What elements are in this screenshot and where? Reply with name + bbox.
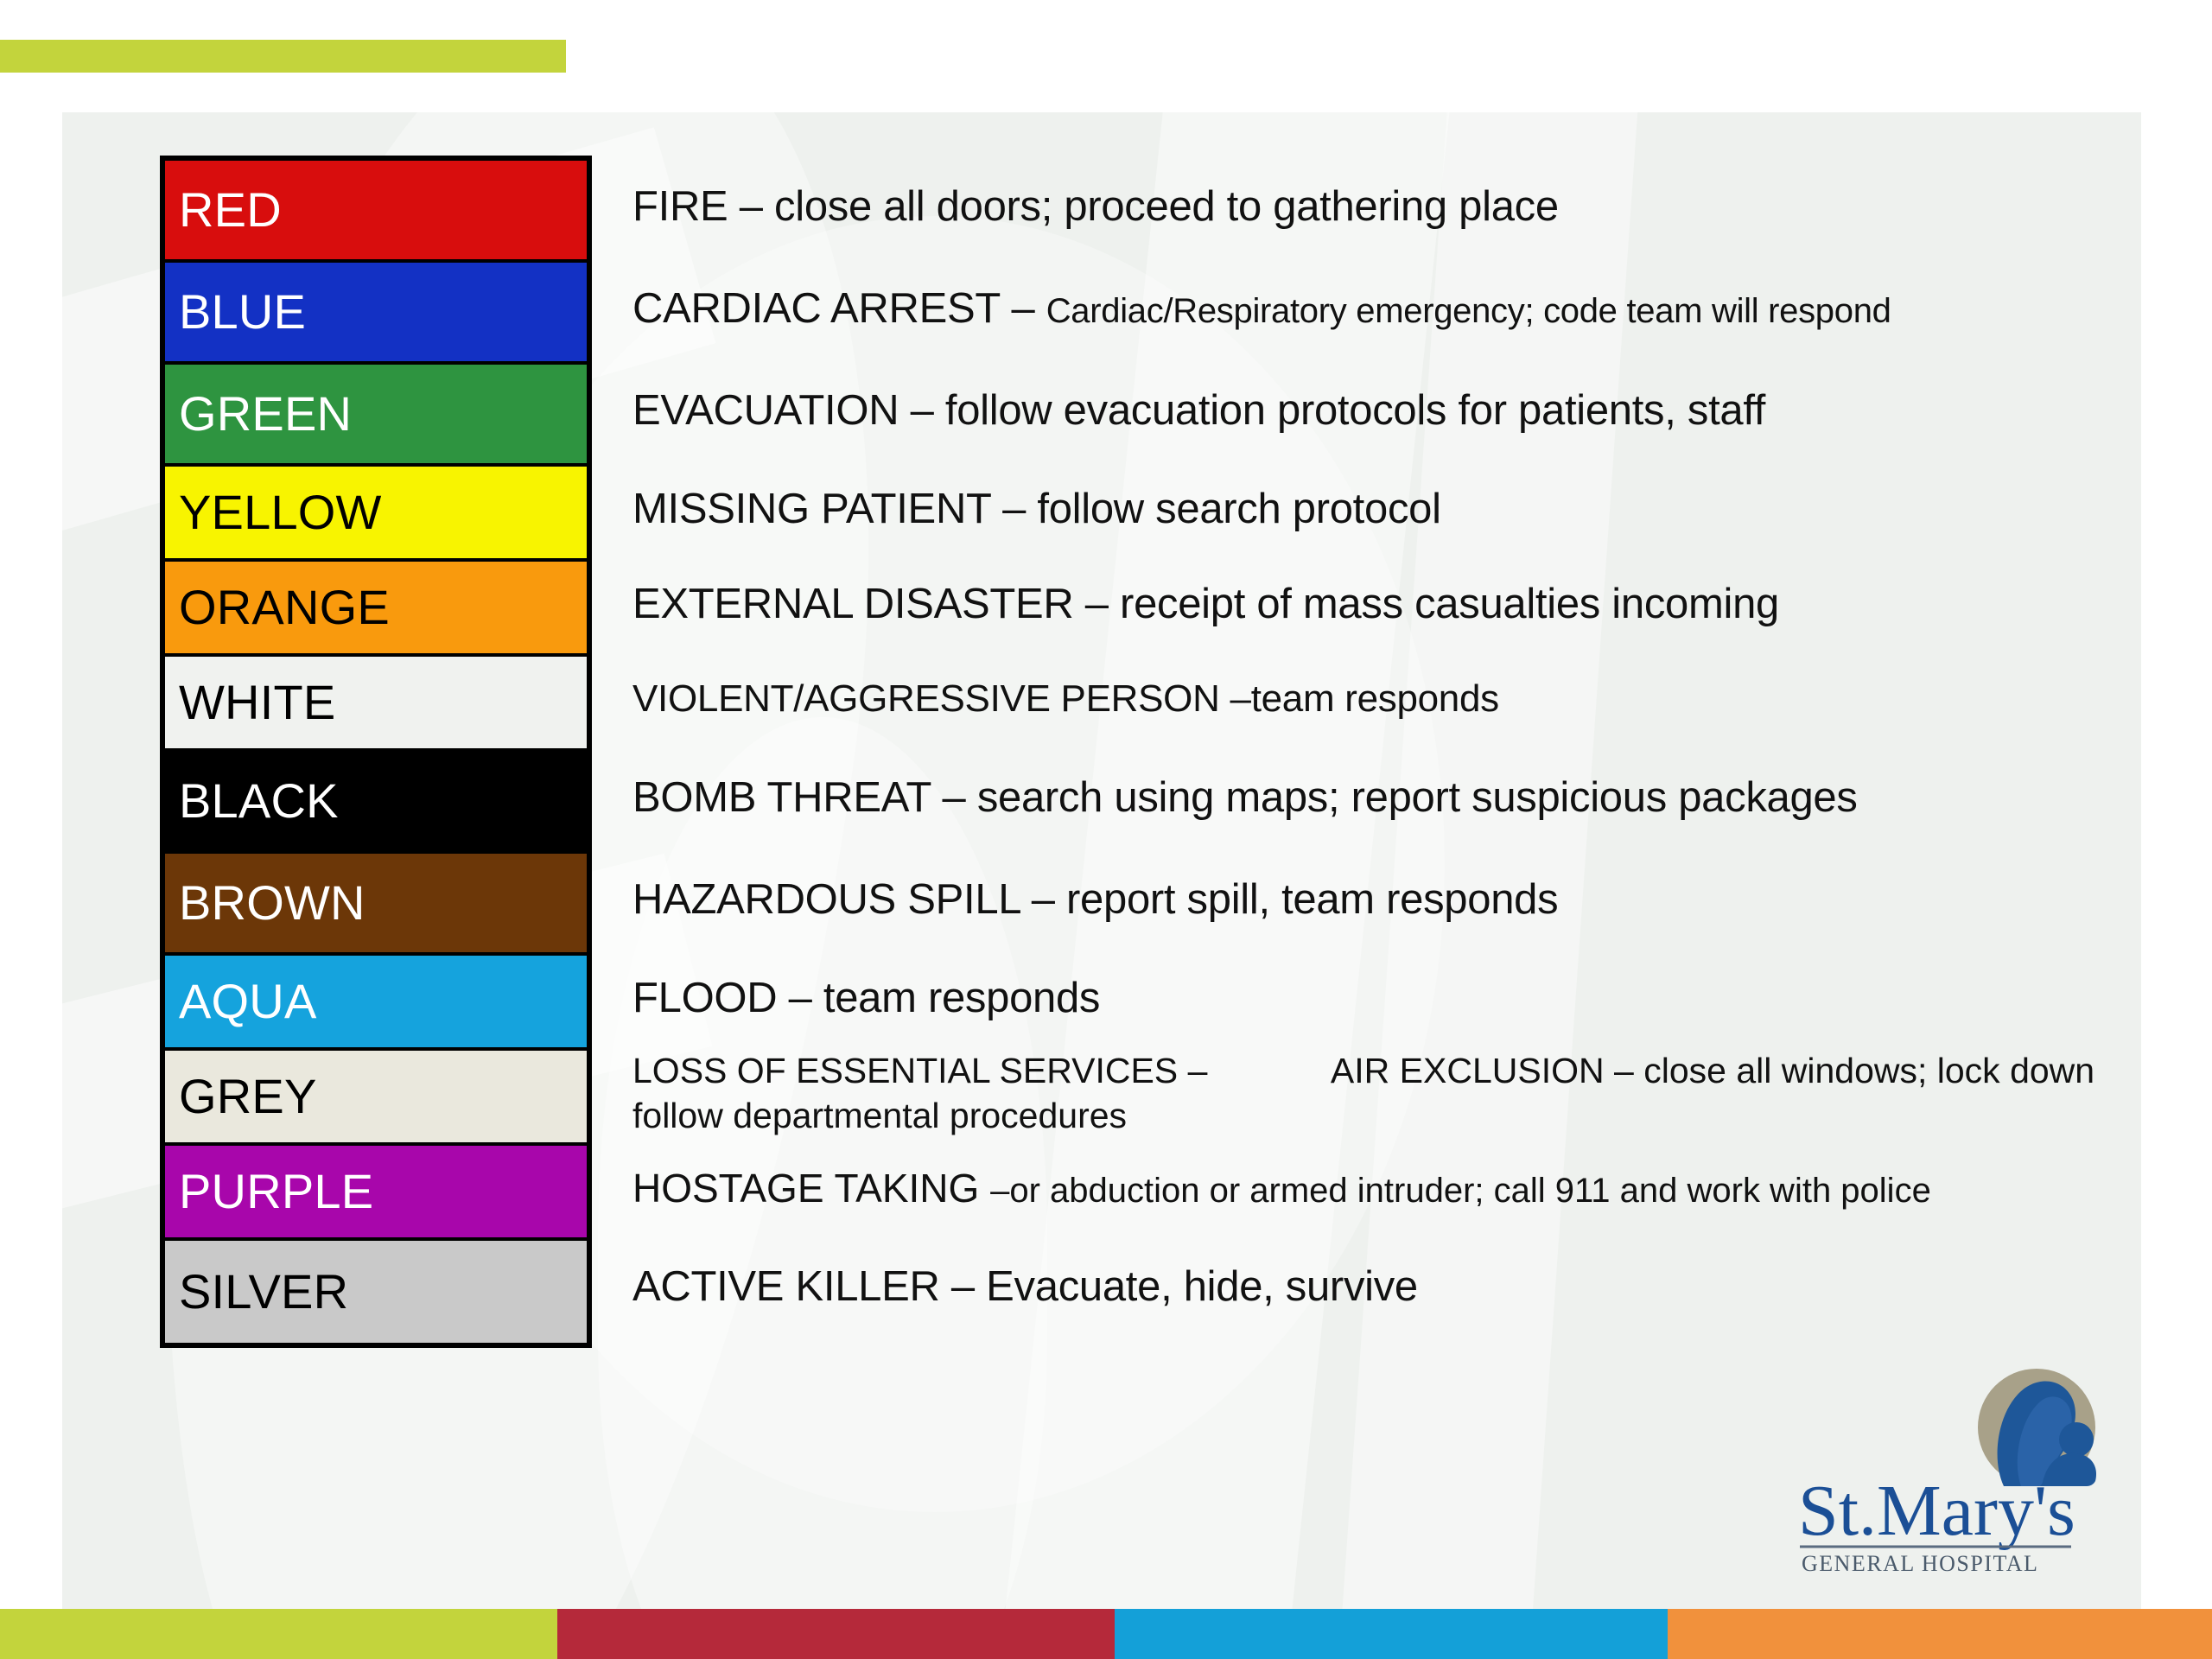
bottom-bar-blue-segment	[1115, 1609, 1668, 1659]
code-description-black: BOMB THREAT – search using maps; report …	[632, 747, 2101, 849]
code-dash: –	[910, 387, 934, 434]
bottom-bar-red-segment	[557, 1609, 1115, 1659]
code-description-list: FIRE – close all doors; proceed to gathe…	[632, 156, 2101, 1338]
code-swatch-label: RED	[179, 182, 282, 237]
code-swatch-grey: GREY	[165, 1051, 587, 1146]
code-detail-primary: LOSS OF ESSENTIAL SERVICES – follow depar…	[632, 1048, 1289, 1139]
code-swatch-green: GREEN	[165, 365, 587, 467]
code-event-name: MISSING PATIENT	[632, 486, 991, 532]
code-dash: –	[1002, 486, 1027, 532]
logo-emblem-icon	[1978, 1369, 2097, 1486]
code-detail-text: Cardiac/Respiratory emergency; code team…	[1046, 292, 1891, 330]
logo-subtitle: GENERAL HOSPITAL	[1802, 1551, 2038, 1576]
code-dash: –	[1011, 285, 1035, 332]
code-event-name: VIOLENT/AGGRESSIVE PERSON	[632, 677, 1220, 720]
code-dash: –	[788, 975, 812, 1021]
code-detail-text-secondary: close all windows; lock down	[1643, 1050, 2095, 1090]
code-description-yellow: MISSING PATIENT – follow search protocol	[632, 461, 2101, 556]
bottom-bar-green-segment	[0, 1609, 557, 1659]
code-swatch-aqua: AQUA	[165, 956, 587, 1051]
code-swatch-silver: SILVER	[165, 1241, 587, 1343]
code-swatch-orange: ORANGE	[165, 562, 587, 657]
code-dash: –	[950, 1263, 975, 1310]
code-swatch-label: GREY	[179, 1069, 317, 1123]
code-swatch-label: SILVER	[179, 1264, 349, 1319]
code-detail-text: search using maps; report suspicious pac…	[976, 774, 1858, 821]
code-detail-text: close all doors; proceed to gathering pl…	[774, 183, 1559, 230]
code-description-green: EVACUATION – follow evacuation protocols…	[632, 359, 2101, 461]
code-swatch-purple: PURPLE	[165, 1146, 587, 1241]
code-event-name: BOMB THREAT	[632, 774, 931, 821]
code-event-name-secondary: AIR EXCLUSION	[1330, 1050, 1605, 1090]
code-detail-text: team responds	[823, 975, 1101, 1021]
logo-wordmark: St.Mary's	[1798, 1471, 2075, 1551]
code-description-orange: EXTERNAL DISASTER – receipt of mass casu…	[632, 556, 2101, 652]
code-event-name: CARDIAC ARREST	[632, 285, 1001, 332]
code-dash: –	[739, 183, 763, 230]
code-event-name: LOSS OF ESSENTIAL SERVICES	[632, 1050, 1179, 1090]
code-description-grey: LOSS OF ESSENTIAL SERVICES – follow depar…	[632, 1046, 2101, 1141]
code-dash: –	[942, 774, 966, 821]
code-description-silver: ACTIVE KILLER – Evacuate, hide, survive	[632, 1236, 2101, 1338]
code-swatch-label: BLACK	[179, 773, 339, 828]
code-dash: –	[1230, 677, 1251, 720]
code-event-name: FIRE	[632, 183, 728, 230]
code-swatch-label: BROWN	[179, 875, 365, 930]
code-swatch-label: PURPLE	[179, 1164, 374, 1218]
code-event-name: EXTERNAL DISASTER	[632, 581, 1074, 627]
code-dash: –	[1084, 581, 1109, 627]
hospital-logo: St.Mary's GENERAL HOSPITAL	[1786, 1365, 2132, 1581]
content-panel: RED BLUE GREEN YELLOW ORANGE WHITE BLACK BROWN A…	[62, 112, 2141, 1614]
code-description-blue: CARDIAC ARREST – Cardiac/Respiratory eme…	[632, 257, 2101, 359]
code-dash: –	[990, 1171, 1010, 1210]
bottom-colour-bar	[0, 1609, 2212, 1659]
code-swatch-label: WHITE	[179, 675, 336, 729]
code-event-name: ACTIVE KILLER	[632, 1263, 940, 1310]
code-swatch-yellow: YELLOW	[165, 467, 587, 562]
code-dash: –	[1187, 1050, 1208, 1090]
code-detail-text: Evacuate, hide, survive	[986, 1263, 1418, 1310]
bottom-bar-orange-segment	[1668, 1609, 2212, 1659]
code-dash: –	[1031, 876, 1055, 923]
code-event-name: HAZARDOUS SPILL	[632, 876, 1020, 923]
code-swatch-label: BLUE	[179, 284, 307, 339]
code-description-brown: HAZARDOUS SPILL – report spill, team res…	[632, 849, 2101, 950]
code-detail-text: or abduction or armed intruder; call 911…	[1009, 1171, 1931, 1210]
code-swatch-brown: BROWN	[165, 854, 587, 956]
code-swatch-label: GREEN	[179, 386, 353, 441]
code-swatch-label: AQUA	[179, 974, 317, 1028]
code-detail-text: team responds	[1250, 677, 1499, 720]
code-event-name: FLOOD	[632, 975, 778, 1021]
code-event-name: HOSTAGE TAKING	[632, 1165, 980, 1211]
code-description-red: FIRE – close all doors; proceed to gathe…	[632, 156, 2101, 257]
code-colour-table: RED BLUE GREEN YELLOW ORANGE WHITE BLACK BROWN A…	[160, 156, 592, 1348]
code-swatch-black: BLACK	[165, 752, 587, 854]
code-swatch-red: RED	[165, 161, 587, 263]
code-detail-text: report spill, team responds	[1066, 876, 1559, 923]
code-detail-text: follow evacuation protocols for patients…	[944, 387, 1766, 434]
code-dash-secondary: –	[1614, 1050, 1634, 1090]
code-swatch-label: YELLOW	[179, 485, 382, 539]
code-swatch-blue: BLUE	[165, 263, 587, 365]
code-detail-text: follow search protocol	[1037, 486, 1441, 532]
code-description-white: VIOLENT/AGGRESSIVE PERSON –team responds	[632, 652, 2101, 747]
code-swatch-label: ORANGE	[179, 580, 390, 634]
code-swatch-white: WHITE	[165, 657, 587, 752]
top-accent-bar	[0, 40, 566, 73]
code-description-aqua: FLOOD – team responds	[632, 950, 2101, 1046]
code-description-purple: HOSTAGE TAKING –or abduction or armed in…	[632, 1141, 2101, 1236]
code-detail-secondary: AIR EXCLUSION – close all windows; lock …	[1289, 1048, 2101, 1093]
code-event-name: EVACUATION	[632, 387, 899, 434]
code-detail-text: follow departmental procedures	[632, 1096, 1128, 1135]
code-detail-text: receipt of mass casualties incoming	[1120, 581, 1779, 627]
